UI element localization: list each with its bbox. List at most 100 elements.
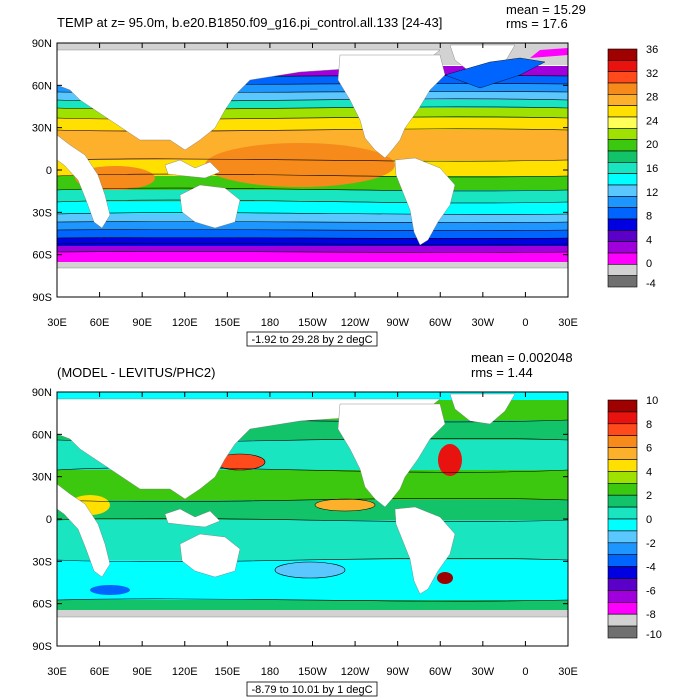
panel1-rms: rms = 17.6 — [506, 16, 568, 31]
colorbar-label: -2 — [646, 538, 656, 550]
x-tick-label: 30E — [558, 666, 578, 678]
colorbar-label: 4 — [646, 466, 652, 478]
y-tick-label: 60N — [32, 80, 52, 92]
colorbar-swatch — [607, 48, 638, 61]
y-tick-label: 60S — [32, 599, 52, 611]
colorbar-swatch — [607, 530, 638, 544]
y-tick-label: 0 — [46, 165, 52, 177]
colorbar-swatch — [607, 423, 638, 436]
colorbar-swatch — [607, 447, 638, 460]
y-tick-label: 90S — [32, 641, 52, 653]
colorbar-swatch — [607, 542, 638, 555]
colorbar-swatch — [607, 105, 638, 118]
x-tick-label: 60W — [429, 666, 452, 678]
x-tick-label: 120W — [341, 317, 370, 329]
colorbar-swatch — [607, 128, 638, 140]
colorbar-swatch — [607, 494, 638, 508]
x-tick-label: 90E — [132, 317, 152, 329]
colorbar-swatch — [607, 506, 638, 520]
panel2-colorbar: 10 8 6 4 2 0 -2 -4 -6 -8 -10 — [607, 395, 662, 641]
x-tick-label: 120E — [172, 317, 198, 329]
panel1-map — [57, 43, 568, 297]
x-tick-label: 30E — [47, 317, 67, 329]
x-tick-label: 30W — [472, 317, 495, 329]
colorbar-swatch — [607, 173, 638, 186]
panel1-x-axis: 30E 60E 90E 120E 150E 180 150W 120W 90W 60W 30W 0 30… — [47, 43, 578, 329]
y-tick-label: 60N — [32, 429, 52, 441]
x-tick-label: 150E — [214, 666, 240, 678]
colorbar-swatch — [607, 71, 638, 84]
panel2-range-box — [246, 681, 378, 697]
colorbar-swatch — [607, 625, 638, 639]
colorbar-swatch — [607, 275, 638, 288]
colorbar-label: 28 — [646, 92, 658, 104]
panel1-mean: mean = 15.29 — [506, 2, 586, 17]
colorbar-swatch — [607, 264, 638, 276]
colorbar-swatch — [607, 435, 638, 448]
colorbar-label: 4 — [646, 234, 652, 246]
y-tick-label: 30S — [32, 207, 52, 219]
colorbar-swatch — [607, 590, 638, 603]
panel2-title: (MODEL - LEVITUS/PHC2) — [57, 365, 215, 380]
y-tick-label: 90N — [32, 38, 52, 50]
colorbar-swatch — [607, 399, 638, 413]
x-tick-label: 30E — [47, 666, 67, 678]
x-tick-label: 60E — [90, 666, 110, 678]
x-tick-label: 120E — [172, 666, 198, 678]
x-tick-label: 30E — [558, 317, 578, 329]
y-tick-label: 30N — [32, 472, 52, 484]
x-tick-label: 0 — [522, 317, 528, 329]
colorbar-label: 0 — [646, 258, 652, 270]
colorbar-swatch — [607, 116, 638, 129]
colorbar-swatch — [607, 139, 638, 152]
panel1-range-box — [246, 331, 378, 347]
x-tick-label: 90E — [132, 666, 152, 678]
colorbar-swatch — [607, 207, 638, 220]
x-tick-label: 0 — [522, 666, 528, 678]
colorbar-swatch — [607, 566, 638, 579]
colorbar-label: 12 — [646, 187, 658, 199]
x-tick-label: 90W — [386, 317, 409, 329]
colorbar-swatch — [607, 94, 638, 106]
colorbar-swatch — [607, 230, 638, 242]
colorbar-label: 10 — [646, 395, 658, 407]
panel2-rms: rms = 1.44 — [471, 365, 533, 380]
colorbar-swatch — [607, 471, 638, 484]
colorbar-swatch — [607, 60, 638, 72]
x-tick-label: 150E — [214, 317, 240, 329]
colorbar-label: 24 — [646, 115, 658, 127]
panel1-colorbar: 36 32 28 24 20 16 12 8 4 0 -4 — [607, 44, 658, 290]
colorbar-label: 36 — [646, 44, 658, 56]
panel1-range-label: -1.92 to 29.28 by 2 degC — [251, 334, 372, 346]
colorbar-swatch — [607, 482, 638, 496]
x-tick-label: 150W — [298, 666, 327, 678]
x-tick-label: 120W — [341, 666, 370, 678]
y-tick-label: 90N — [32, 387, 52, 399]
colorbar-label: 32 — [646, 68, 658, 80]
colorbar-swatch — [607, 518, 638, 532]
colorbar-label: 6 — [646, 443, 652, 455]
colorbar-swatch — [607, 241, 638, 254]
x-tick-label: 30W — [472, 666, 495, 678]
colorbar-label: -4 — [646, 278, 656, 290]
colorbar-label: -6 — [646, 585, 656, 597]
x-tick-label: 90W — [386, 666, 409, 678]
colorbar-swatch — [607, 613, 638, 627]
panel1-title: TEMP at z= 95.0m, b.e20.B1850.f09_g16.pi… — [57, 15, 442, 30]
colorbar-swatch — [607, 196, 638, 208]
panel2-map — [57, 392, 568, 646]
colorbar-label: -8 — [646, 609, 656, 621]
y-tick-label: 30S — [32, 556, 52, 568]
colorbar-label: 20 — [646, 139, 658, 151]
x-tick-label: 150W — [298, 317, 327, 329]
panel2-range-label: -8.79 to 10.01 by 1 degC — [251, 684, 372, 696]
y-tick-label: 0 — [46, 514, 52, 526]
panel2-mean: mean = 0.002048 — [471, 350, 573, 365]
panel1-y-axis: 90N 60N 30N 0 30S 60S 90S — [32, 38, 568, 304]
colorbar-swatch — [607, 162, 638, 174]
colorbar-swatch — [607, 184, 638, 197]
x-tick-label: 180 — [261, 666, 279, 678]
colorbar-swatch — [607, 411, 638, 425]
colorbar-label: -10 — [646, 629, 662, 641]
